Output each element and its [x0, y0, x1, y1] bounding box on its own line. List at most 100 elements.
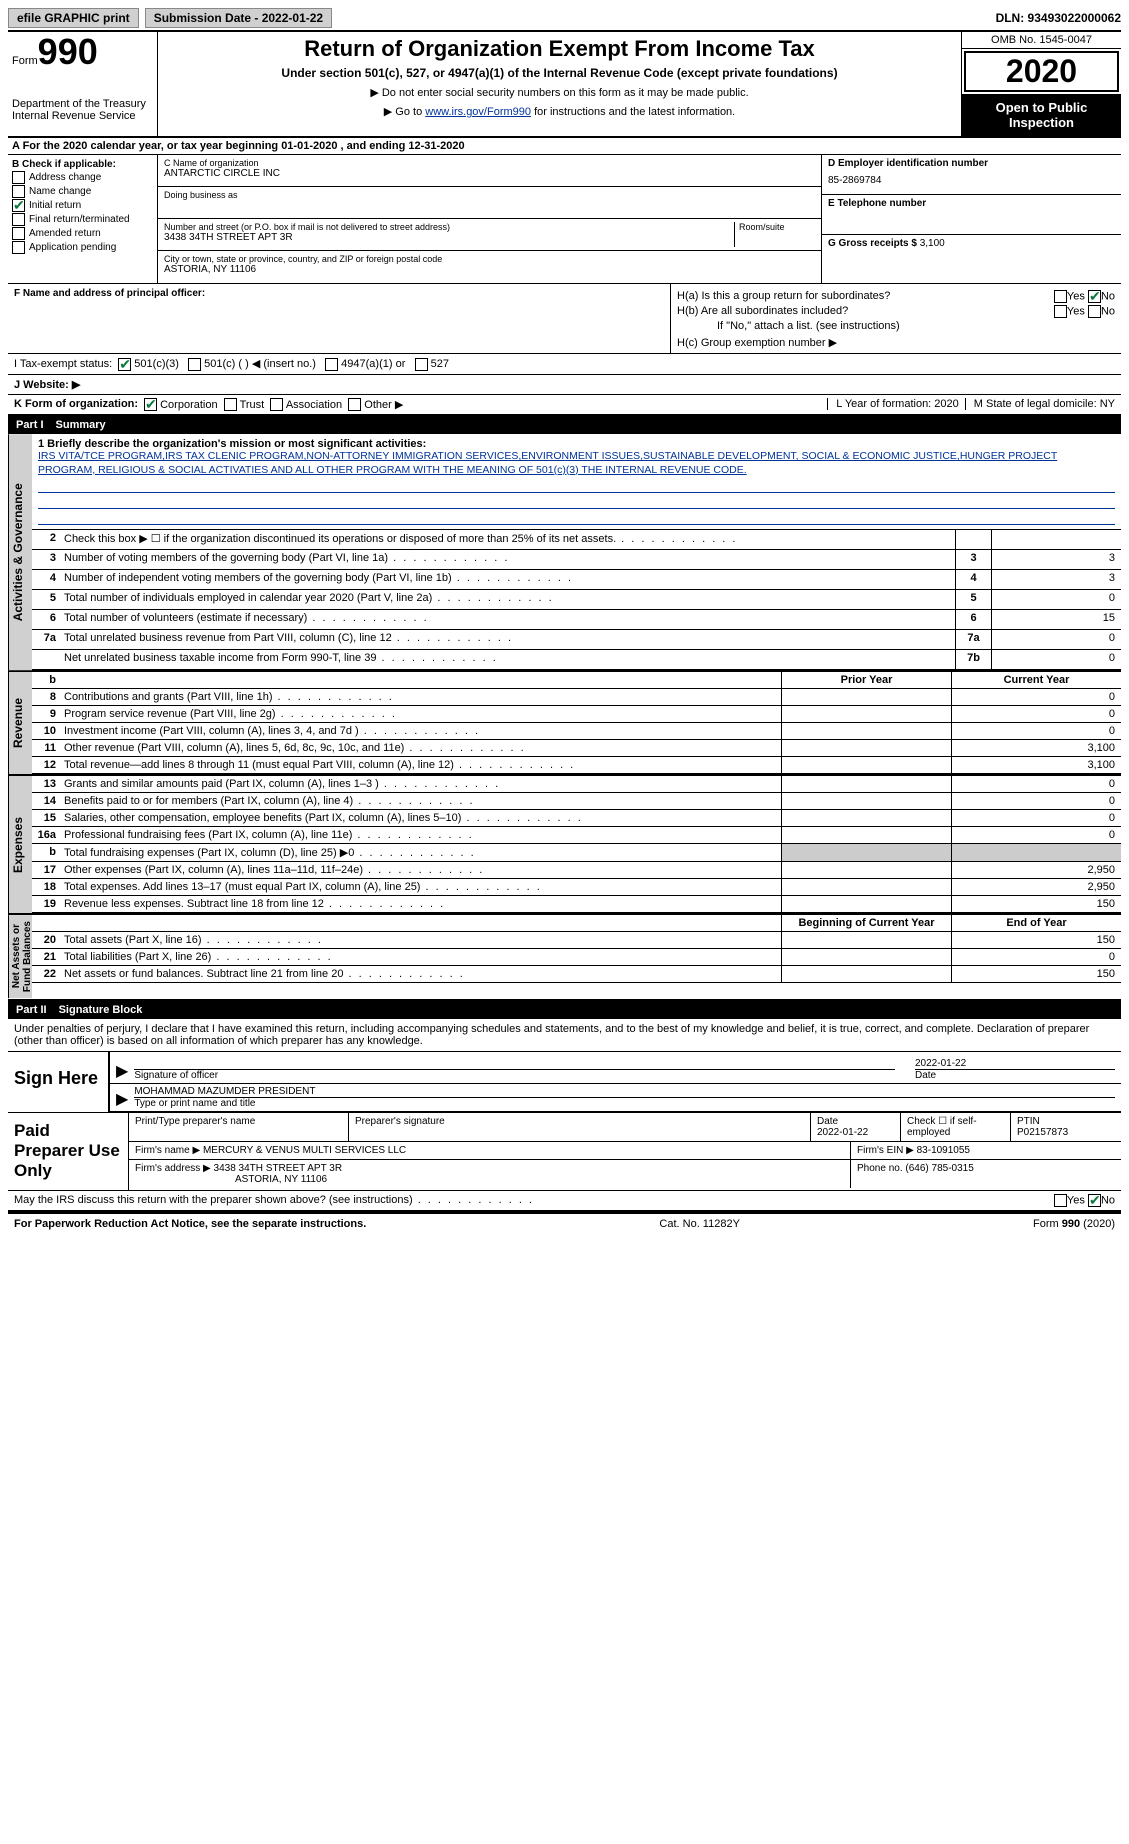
- net-txt-2: Net assets or fund balances. Subtract li…: [60, 966, 781, 982]
- gov-txt-2: Number of independent voting members of …: [60, 570, 955, 589]
- net-txt-0: Total assets (Part X, line 16): [60, 932, 781, 948]
- org-form-opt-0: Corporation: [160, 399, 217, 411]
- mission-label: 1 Briefly describe the organization's mi…: [38, 438, 1115, 450]
- net-curr-1: 0: [951, 949, 1121, 965]
- room-label: Room/suite: [739, 222, 815, 232]
- tax-status-opt-3: 527: [431, 358, 449, 370]
- gov-val-2: 3: [991, 570, 1121, 589]
- rev-prior-4: [781, 757, 951, 773]
- box-b-checkboxes: B Check if applicable: Address changeNam…: [8, 155, 158, 283]
- rev-num-1: 9: [32, 706, 60, 722]
- gov-val-6: 0: [991, 650, 1121, 669]
- gov-val-0: [991, 530, 1121, 549]
- row-l: L Year of formation: 2020: [827, 398, 959, 410]
- firm-name: MERCURY & VENUS MULTI SERVICES LLC: [203, 1145, 406, 1156]
- goto-post: for instructions and the latest informat…: [531, 106, 735, 118]
- prep-date-val: 2022-01-22: [817, 1127, 868, 1138]
- addr-value: 3438 34TH STREET APT 3R: [164, 232, 730, 243]
- box-b-check-2[interactable]: [12, 199, 25, 212]
- ha-no: No: [1101, 290, 1115, 302]
- gov-box-4: 6: [955, 610, 991, 629]
- phone-label: E Telephone number: [828, 198, 1115, 209]
- box-b-check-0[interactable]: [12, 171, 25, 184]
- sig-date: 2022-01-22: [915, 1058, 1115, 1070]
- self-emp-hdr: Check ☐ if self-employed: [901, 1113, 1011, 1141]
- tax-year: 2020: [964, 51, 1119, 92]
- exp-curr-1: 0: [951, 793, 1121, 809]
- city-value: ASTORIA, NY 11106: [164, 264, 815, 275]
- rev-prior-2: [781, 723, 951, 739]
- hc-label: H(c) Group exemption number ▶: [677, 336, 1115, 349]
- rev-txt-2: Investment income (Part VIII, column (A)…: [60, 723, 781, 739]
- rev-prior-0: [781, 689, 951, 705]
- exp-prior-5: [781, 862, 951, 878]
- submission-date-button[interactable]: Submission Date - 2022-01-22: [145, 8, 332, 28]
- may-irs-no-checkbox[interactable]: [1088, 1194, 1101, 1207]
- efile-button[interactable]: efile GRAPHIC print: [8, 8, 139, 28]
- exp-prior-3: [781, 827, 951, 843]
- rev-num-3: 11: [32, 740, 60, 756]
- net-num-1: 21: [32, 949, 60, 965]
- gov-num-5: 7a: [32, 630, 60, 649]
- gov-txt-3: Total number of individuals employed in …: [60, 590, 955, 609]
- org-form-check-0[interactable]: [144, 398, 157, 411]
- current-year-hdr: Current Year: [951, 672, 1121, 688]
- ha-no-checkbox[interactable]: [1088, 290, 1101, 303]
- rev-txt-3: Other revenue (Part VIII, column (A), li…: [60, 740, 781, 756]
- hb-label: H(b) Are all subordinates included?: [677, 305, 848, 318]
- rev-txt-1: Program service revenue (Part VIII, line…: [60, 706, 781, 722]
- hb-no-checkbox[interactable]: [1088, 305, 1101, 318]
- gov-box-1: 3: [955, 550, 991, 569]
- org-form-check-1[interactable]: [224, 398, 237, 411]
- org-form-check-2[interactable]: [270, 398, 283, 411]
- prep-date-hdr: Date: [817, 1116, 838, 1127]
- signer-name-label: Type or print name and title: [134, 1097, 1115, 1109]
- box-b-check-4[interactable]: [12, 227, 25, 240]
- rev-prior-1: [781, 706, 951, 722]
- firm-name-lbl: Firm's name ▶: [135, 1145, 200, 1156]
- gross-value: 3,100: [920, 238, 945, 249]
- exp-prior-0: [781, 776, 951, 792]
- org-form-check-3[interactable]: [348, 398, 361, 411]
- form-number: 990: [38, 31, 98, 72]
- tax-status-opt-2: 4947(a)(1) or: [341, 358, 405, 370]
- box-b-item-3: Final return/terminated: [29, 214, 130, 225]
- signature-declaration: Under penalties of perjury, I declare th…: [8, 1019, 1121, 1052]
- hb-yes-checkbox[interactable]: [1054, 305, 1067, 318]
- exp-txt-6: Total expenses. Add lines 13–17 (must eq…: [60, 879, 781, 895]
- tax-status-check-2[interactable]: [325, 358, 338, 371]
- exp-prior-1: [781, 793, 951, 809]
- ein-value: 85-2869784: [828, 175, 1115, 186]
- sign-here-label: Sign Here: [8, 1052, 108, 1112]
- may-irs-yes: Yes: [1067, 1194, 1085, 1206]
- omb-number: OMB No. 1545-0047: [962, 32, 1121, 49]
- gov-txt-0: Check this box ▶ ☐ if the organization d…: [60, 530, 955, 549]
- ptin-val: P02157873: [1017, 1127, 1068, 1138]
- exp-curr-5: 2,950: [951, 862, 1121, 878]
- rev-txt-4: Total revenue—add lines 8 through 11 (mu…: [60, 757, 781, 773]
- side-expenses: Expenses: [8, 776, 32, 913]
- may-irs-no: No: [1101, 1194, 1115, 1206]
- firm-ein-lbl: Firm's EIN ▶: [857, 1145, 914, 1156]
- exp-txt-1: Benefits paid to or for members (Part IX…: [60, 793, 781, 809]
- exp-num-4: b: [32, 844, 60, 861]
- ein-label: D Employer identification number: [828, 158, 1115, 169]
- rev-curr-1: 0: [951, 706, 1121, 722]
- box-b-check-5[interactable]: [12, 241, 25, 254]
- exp-txt-2: Salaries, other compensation, employee b…: [60, 810, 781, 826]
- dept-treasury: Department of the Treasury Internal Reve…: [12, 98, 153, 122]
- box-b-check-3[interactable]: [12, 213, 25, 226]
- gov-val-4: 15: [991, 610, 1121, 629]
- gov-num-0: 2: [32, 530, 60, 549]
- gov-box-5: 7a: [955, 630, 991, 649]
- ha-yes-checkbox[interactable]: [1054, 290, 1067, 303]
- irs-link[interactable]: www.irs.gov/Form990: [425, 106, 531, 118]
- gross-label: G Gross receipts $: [828, 238, 917, 249]
- box-b-label: B Check if applicable:: [12, 159, 153, 170]
- ssn-note: ▶ Do not enter social security numbers o…: [166, 86, 953, 99]
- tax-status-check-3[interactable]: [415, 358, 428, 371]
- exp-curr-6: 2,950: [951, 879, 1121, 895]
- tax-status-check-1[interactable]: [188, 358, 201, 371]
- may-irs-yes-checkbox[interactable]: [1054, 1194, 1067, 1207]
- tax-status-check-0[interactable]: [118, 358, 131, 371]
